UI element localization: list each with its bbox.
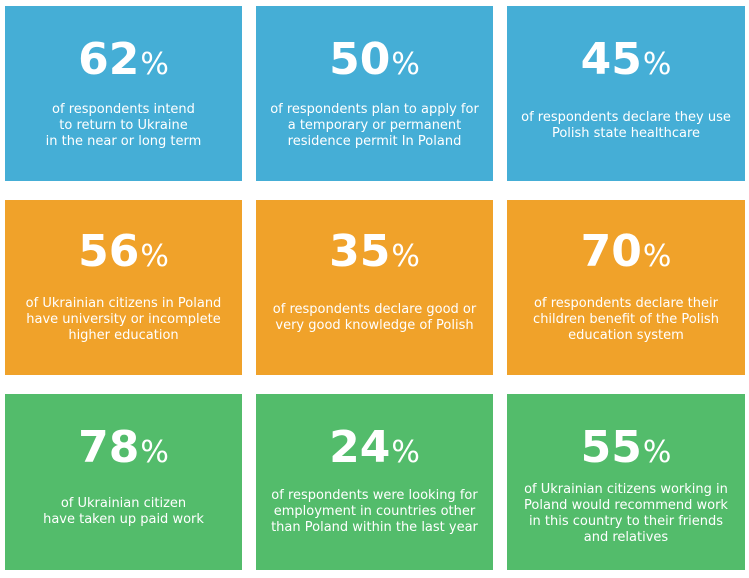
percent-sign: % bbox=[642, 435, 672, 470]
stat-value: 55 bbox=[580, 422, 642, 473]
stat-tile-return: 62% of respondents intend to return to U… bbox=[5, 6, 242, 181]
stat-tile-recommend-work: 55% of Ukrainian citizens working in Pol… bbox=[507, 394, 745, 570]
stat-tile-employment-abroad: 24% of respondents were looking for empl… bbox=[256, 394, 493, 570]
stat-figure: 70% bbox=[581, 230, 672, 274]
percent-sign: % bbox=[140, 47, 169, 82]
stat-figure: 24% bbox=[329, 426, 420, 470]
stat-value: 50 bbox=[329, 34, 391, 85]
stat-description: of Ukrainian citizen have taken up paid … bbox=[43, 496, 204, 527]
percent-sign: % bbox=[140, 435, 169, 470]
stat-description: of Ukrainian citizens in Poland have uni… bbox=[25, 296, 222, 343]
stat-description: of respondents declare they use Polish s… bbox=[521, 110, 731, 141]
percent-sign: % bbox=[391, 239, 420, 274]
percent-sign: % bbox=[642, 47, 672, 82]
stat-tile-paid-work: 78% of Ukrainian citizen have taken up p… bbox=[5, 394, 242, 570]
stat-description: of respondents were looking for employme… bbox=[271, 488, 478, 535]
stat-description: of respondents declare good or very good… bbox=[272, 302, 477, 333]
stat-description: of respondents declare their children be… bbox=[533, 296, 719, 343]
stat-figure: 55% bbox=[581, 426, 672, 470]
stat-figure: 62% bbox=[78, 38, 169, 82]
stat-tile-healthcare: 45% of respondents declare they use Poli… bbox=[507, 6, 745, 181]
stat-tile-polish-knowledge: 35% of respondents declare good or very … bbox=[256, 200, 493, 375]
percent-sign: % bbox=[642, 239, 672, 274]
stat-description: of Ukrainian citizens working in Poland … bbox=[524, 482, 728, 545]
percent-sign: % bbox=[391, 47, 420, 82]
stat-value: 78 bbox=[78, 422, 140, 473]
percent-sign: % bbox=[140, 239, 169, 274]
stat-value: 56 bbox=[78, 226, 140, 277]
stat-figure: 45% bbox=[581, 38, 672, 82]
stat-figure: 35% bbox=[329, 230, 420, 274]
stat-value: 70 bbox=[580, 226, 642, 277]
stat-value: 24 bbox=[329, 422, 391, 473]
stat-figure: 56% bbox=[78, 230, 169, 274]
stat-value: 35 bbox=[329, 226, 391, 277]
stat-tile-children-education: 70% of respondents declare their childre… bbox=[507, 200, 745, 375]
stat-description: of respondents intend to return to Ukrai… bbox=[45, 102, 202, 149]
percent-sign: % bbox=[391, 435, 420, 470]
stat-value: 62 bbox=[78, 34, 140, 85]
stat-value: 45 bbox=[580, 34, 642, 85]
stat-description: of respondents plan to apply for a tempo… bbox=[270, 102, 479, 149]
stat-figure: 78% bbox=[78, 426, 169, 470]
stat-tile-education: 56% of Ukrainian citizens in Poland have… bbox=[5, 200, 242, 375]
stat-figure: 50% bbox=[329, 38, 420, 82]
stat-tile-residence-permit: 50% of respondents plan to apply for a t… bbox=[256, 6, 493, 181]
